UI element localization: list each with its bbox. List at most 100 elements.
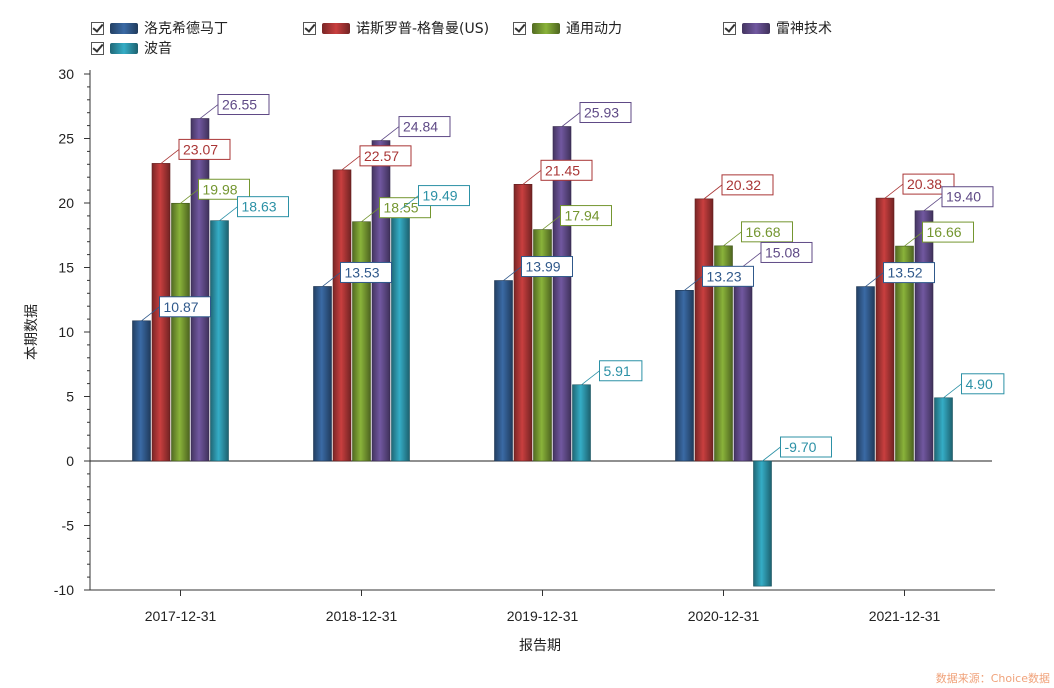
y-axis-title: 本期数据: [24, 304, 40, 360]
bar-2-2019-12-31[interactable]: [513, 183, 533, 462]
bar-2-2020-12-31[interactable]: [694, 198, 714, 462]
checkbox-icon[interactable]: [91, 21, 104, 35]
x-tick-label: 2021-12-31: [869, 608, 941, 624]
y-tick-label: -5: [62, 518, 75, 534]
data-label-box: [340, 261, 392, 283]
data-label-box: [941, 186, 994, 208]
data-label-box: [540, 159, 593, 181]
data-label-box: [159, 296, 211, 318]
bar-4-2018-12-31[interactable]: [371, 140, 391, 462]
data-label-leader: [581, 370, 600, 386]
data-label: 15.08: [765, 244, 800, 260]
data-label: 17.94: [565, 208, 600, 224]
data-label-box: [883, 262, 935, 284]
legend-label: 波音: [144, 41, 172, 57]
data-label: 20.32: [726, 177, 761, 193]
x-tick-label: 2020-12-31: [688, 608, 760, 624]
checkbox-icon[interactable]: [723, 21, 736, 35]
checkbox-icon[interactable]: [303, 21, 316, 35]
data-label-leader: [141, 306, 160, 322]
data-label-box: [721, 174, 774, 196]
data-label-box: [198, 178, 250, 200]
data-label: 24.84: [403, 119, 438, 135]
bar-1-2021-12-31[interactable]: [856, 286, 875, 462]
data-label: 18.55: [384, 200, 419, 216]
data-label-box: [178, 138, 231, 160]
bar-1-2018-12-31[interactable]: [313, 286, 332, 462]
y-tick-label: 0: [66, 453, 74, 469]
data-label: 19.49: [423, 188, 458, 204]
bar-4-2021-12-31[interactable]: [914, 210, 934, 462]
data-label-leader: [503, 266, 522, 281]
data-label-leader: [762, 446, 781, 462]
data-label: 13.53: [345, 264, 380, 280]
data-label: 19.98: [203, 181, 238, 197]
legend-item-2[interactable]: 诺斯罗普-格鲁曼(US): [303, 19, 489, 37]
bar-2-2021-12-31[interactable]: [875, 197, 895, 462]
data-label-leader: [542, 215, 561, 230]
data-label-box: [902, 173, 955, 195]
bar-1-2019-12-31[interactable]: [494, 280, 513, 462]
data-label-box: [217, 94, 270, 116]
bar-5-2021-12-31[interactable]: [934, 397, 953, 462]
data-label-leader: [923, 196, 943, 212]
legend-swatch: [110, 22, 138, 34]
data-label: 25.93: [584, 105, 619, 121]
data-label-leader: [219, 206, 238, 221]
bar-5-2017-12-31[interactable]: [210, 220, 229, 462]
bar-5-2019-12-31[interactable]: [572, 384, 591, 462]
data-label-leader: [865, 272, 884, 287]
legend-item-1[interactable]: 洛克希德马丁: [91, 19, 228, 37]
data-label: 21.45: [545, 162, 580, 178]
legend-item-5[interactable]: 波音: [91, 39, 172, 57]
legend-item-3[interactable]: 通用动力: [513, 19, 622, 37]
bar-4-2017-12-31[interactable]: [190, 118, 210, 462]
data-label-leader: [341, 155, 361, 171]
legend-swatch: [110, 42, 138, 54]
data-label-leader: [561, 112, 581, 127]
bar-3-2018-12-31[interactable]: [352, 221, 371, 462]
data-label: 5.91: [604, 363, 631, 379]
data-label-box: [398, 116, 451, 138]
data-label: 13.52: [888, 265, 923, 281]
bar-3-2017-12-31[interactable]: [171, 202, 190, 462]
checkbox-icon[interactable]: [513, 21, 526, 35]
legend-label: 诺斯罗普-格鲁曼(US): [356, 21, 490, 37]
y-tick-label: 5: [66, 389, 74, 405]
data-label: -9.70: [785, 439, 817, 455]
data-source-note: 数据来源：Choice数据: [935, 672, 1050, 685]
legend-swatch: [742, 22, 770, 34]
legend-item-4[interactable]: 雷神技术: [723, 19, 832, 37]
bar-1-2020-12-31[interactable]: [675, 290, 694, 462]
data-label-leader: [361, 207, 380, 223]
y-tick-label: 20: [58, 195, 74, 211]
data-label-box: [359, 145, 412, 167]
bar-1-2017-12-31[interactable]: [132, 320, 151, 462]
data-label: 13.99: [526, 259, 561, 275]
data-label: 23.07: [183, 141, 218, 157]
data-label-box: [922, 221, 974, 243]
data-label: 26.55: [222, 97, 257, 113]
y-tick-label: 25: [58, 131, 74, 147]
data-label-leader: [180, 188, 199, 204]
bar-5-2018-12-31[interactable]: [391, 209, 410, 462]
data-label-box: [780, 436, 832, 458]
data-label: 4.90: [966, 376, 993, 392]
data-label-box: [961, 373, 1005, 395]
data-label-leader: [322, 272, 341, 287]
data-label-leader: [742, 252, 762, 267]
checkbox-icon[interactable]: [91, 41, 104, 55]
bar-5-2020-12-31[interactable]: [753, 460, 772, 587]
bar-2-2018-12-31[interactable]: [332, 169, 352, 462]
legend-swatch: [322, 22, 350, 34]
data-label: 13.23: [707, 268, 742, 284]
data-label-leader: [160, 149, 180, 164]
bar-4-2020-12-31[interactable]: [733, 266, 753, 462]
x-tick-label: 2019-12-31: [507, 608, 579, 624]
data-label-leader: [943, 383, 962, 399]
y-tick-label: 30: [58, 66, 74, 82]
y-tick-label: 15: [58, 260, 74, 276]
data-label: 18.63: [242, 199, 277, 215]
y-tick-label: -10: [54, 582, 74, 598]
